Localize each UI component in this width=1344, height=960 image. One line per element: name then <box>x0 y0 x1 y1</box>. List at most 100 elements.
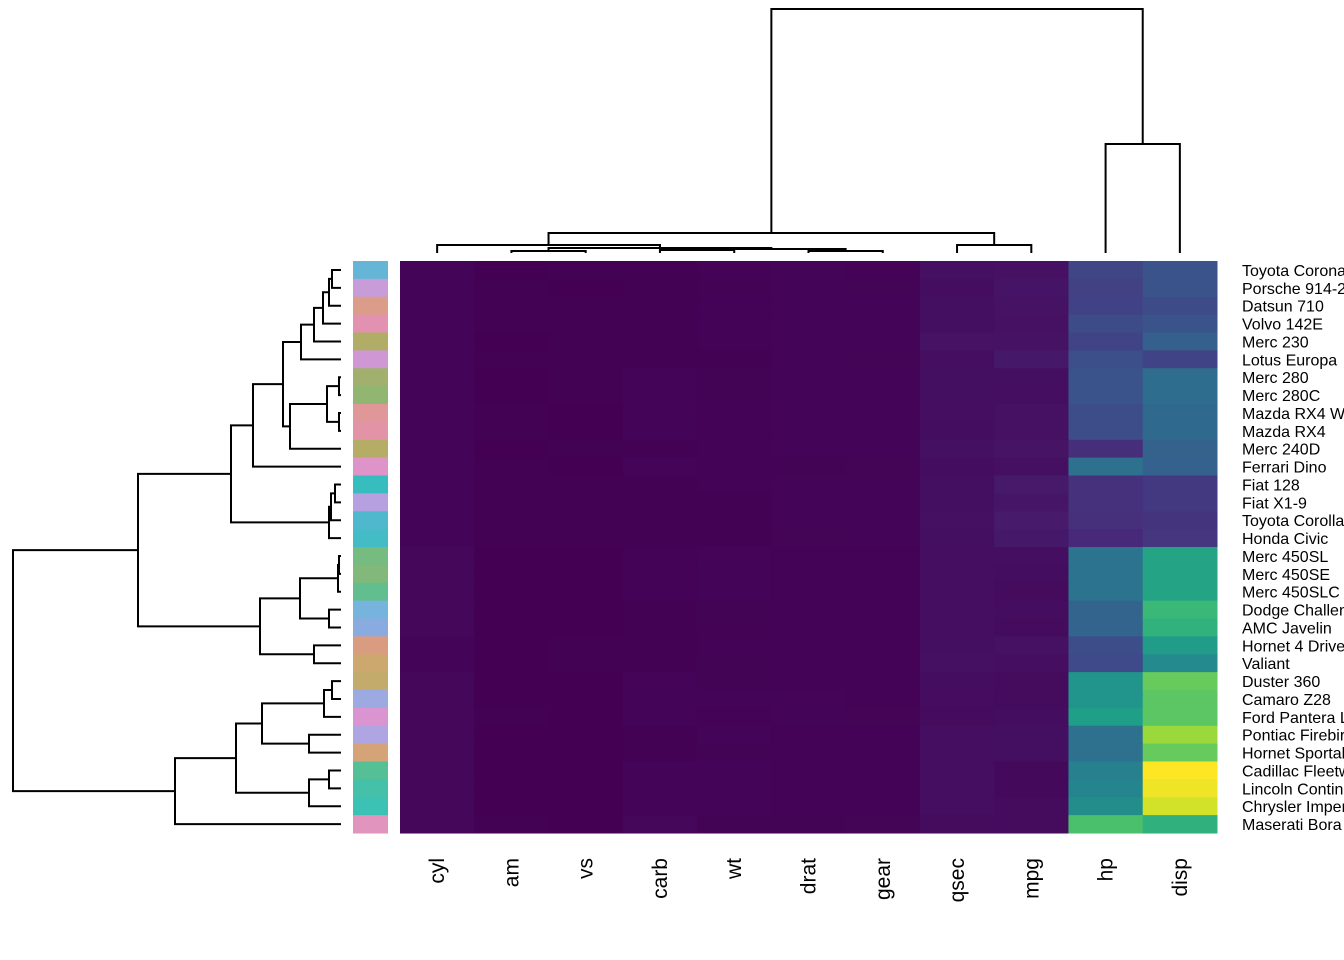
dendrogram-link <box>259 597 314 656</box>
dendrogram-link <box>331 680 341 700</box>
heatmap-cell <box>697 475 772 494</box>
heatmap-cell <box>845 350 921 369</box>
heatmap-cell <box>400 636 475 655</box>
heatmap-cell <box>548 493 624 512</box>
heatmap-cell <box>845 672 921 691</box>
side-color-swatch <box>353 672 388 691</box>
heatmap-cell <box>400 582 475 602</box>
heatmap-cell <box>400 815 475 834</box>
row-label: Toyota Corona <box>1242 263 1344 280</box>
heatmap-cell <box>474 457 550 477</box>
dendrogram-link <box>510 250 587 253</box>
side-color-swatch <box>353 314 388 334</box>
heatmap-cell <box>622 582 698 602</box>
heatmap-cell <box>919 261 995 280</box>
row-label: Hornet 4 Drive <box>1242 638 1344 655</box>
dendrogram-link <box>338 411 341 432</box>
row-label: Lincoln Continental <box>1242 781 1344 798</box>
heatmap-cell <box>474 529 550 548</box>
heatmap-cell <box>622 314 698 334</box>
column-label: vs <box>575 858 598 879</box>
heatmap-cell <box>400 475 475 494</box>
heatmap-cell <box>771 296 847 316</box>
side-color-swatch <box>353 296 388 316</box>
heatmap-cell <box>994 743 1069 763</box>
heatmap-cell <box>1142 600 1218 620</box>
heatmap-cell <box>474 314 550 334</box>
heatmap-cell <box>771 654 847 673</box>
heatmap-cell <box>548 368 624 387</box>
heatmap-cell <box>919 636 995 655</box>
heatmap-cell <box>771 475 847 494</box>
heatmap-cell <box>400 600 475 620</box>
heatmap-cell <box>622 815 698 834</box>
heatmap-cell <box>697 421 772 441</box>
heatmap-cell <box>771 690 847 709</box>
side-color-swatch <box>353 332 388 351</box>
heatmap-cell <box>994 547 1069 566</box>
heatmap-cell <box>400 690 475 709</box>
side-color-swatch <box>353 600 388 620</box>
dendrogram-link <box>235 722 309 794</box>
dendrogram-link <box>282 340 301 428</box>
heatmap-cell <box>622 296 698 316</box>
heatmap-cell <box>622 332 698 351</box>
column-label: drat <box>798 858 821 894</box>
heatmap-cell <box>548 725 624 745</box>
heatmap-cell <box>400 314 475 334</box>
side-color-swatch <box>353 529 388 548</box>
heatmap-cell <box>845 261 921 280</box>
heatmap-cell <box>697 779 772 798</box>
heatmap-cell <box>1142 332 1218 351</box>
heatmap-cell <box>548 261 624 280</box>
heatmap-cell <box>1068 457 1144 477</box>
heatmap-cell <box>697 564 772 584</box>
heatmap-cell <box>845 332 921 351</box>
heatmap-cell <box>1068 278 1144 298</box>
dendrogram-link <box>299 577 338 620</box>
heatmap-cell <box>771 547 847 566</box>
heatmap-cell <box>400 350 475 369</box>
heatmap-cell <box>1142 421 1218 441</box>
heatmap-cell <box>697 457 772 477</box>
heatmap-cell <box>622 404 698 423</box>
side-color-swatch <box>353 743 388 763</box>
heatmap-cell <box>1142 690 1218 709</box>
row-label: Merc 450SLC <box>1242 585 1340 602</box>
side-color-swatch <box>353 761 388 780</box>
dendrogram-link <box>956 244 1033 253</box>
heatmap-cell <box>845 707 921 727</box>
heatmap-cell <box>994 332 1069 351</box>
heatmap-cell <box>474 672 550 691</box>
row-label: Merc 240D <box>1242 442 1320 459</box>
heatmap-cell <box>845 743 921 763</box>
heatmap-cell <box>400 457 475 477</box>
heatmap-cell <box>771 564 847 584</box>
column-label: mpg <box>1020 858 1043 899</box>
heatmap-cell <box>1142 278 1218 298</box>
heatmap-cell <box>1142 493 1218 512</box>
side-color-swatch <box>353 475 388 494</box>
heatmap-cell <box>1142 779 1218 798</box>
heatmap-cell <box>1142 296 1218 316</box>
heatmap-cell <box>400 761 475 780</box>
heatmap-cell <box>622 386 698 405</box>
heatmap-cell <box>697 386 772 405</box>
heatmap-cell <box>771 350 847 369</box>
row-dendrogram <box>12 268 341 826</box>
heatmap-cell <box>697 278 772 298</box>
heatmap-cell <box>400 654 475 673</box>
heatmap-cell <box>548 743 624 763</box>
side-color-swatch <box>353 690 388 709</box>
heatmap-cell <box>474 600 550 620</box>
heatmap-cell <box>994 636 1069 655</box>
heatmap-cell <box>919 761 995 780</box>
heatmap-cell <box>548 779 624 798</box>
heatmap-cell <box>400 529 475 548</box>
heatmap-cell <box>771 797 847 816</box>
side-color-swatch <box>353 386 388 405</box>
heatmap-cell <box>845 690 921 709</box>
heatmap-cell <box>474 636 550 655</box>
heatmap-cell <box>697 547 772 566</box>
